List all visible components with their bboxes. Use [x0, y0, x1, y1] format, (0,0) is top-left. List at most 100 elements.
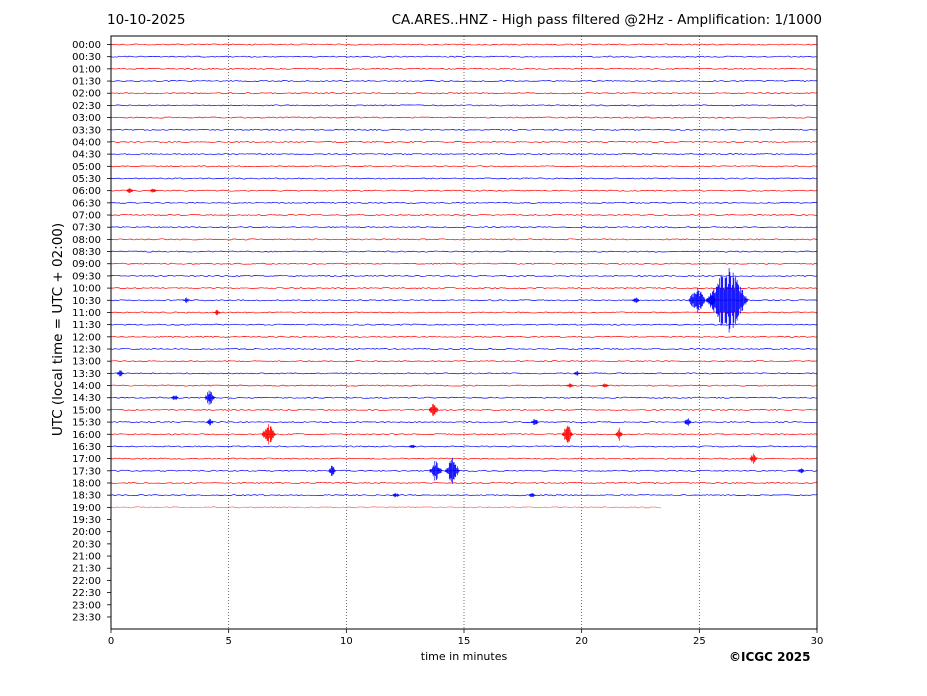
chart-title: CA.ARES..HNZ - High pass filtered @2Hz -…: [391, 12, 822, 28]
trace-line-0830: [110, 250, 818, 253]
trace-line-0600: [110, 189, 818, 192]
y-tick-label: 05:30: [72, 174, 101, 185]
event-burst-0600-0: [126, 188, 134, 193]
trace-line-0430: [110, 153, 818, 156]
trace-line-1700: [110, 457, 818, 460]
trace-line-1900: [110, 506, 662, 509]
event-burst-1030-2: [182, 297, 190, 303]
x-tick-label: 0: [108, 636, 114, 647]
trace-line-1830: [110, 494, 818, 497]
y-axis-label: UTC (local time = UTC + 02:00): [50, 223, 66, 436]
event-burst-1600-20: [615, 427, 623, 441]
y-tick-label: 06:30: [72, 198, 101, 209]
y-tick-label: 09:30: [72, 271, 101, 282]
trace-line-1200: [110, 335, 818, 338]
x-tick-label: 25: [693, 636, 706, 647]
y-tick-label: 15:00: [72, 405, 101, 416]
y-tick-label: 13:00: [72, 357, 101, 368]
trace-line-0530: [110, 177, 818, 180]
trace-line-0500: [110, 165, 818, 168]
trace-line-0630: [110, 201, 818, 204]
trace-line-1330: [110, 372, 818, 375]
event-burst-1030-6: [707, 268, 749, 333]
x-axis-label: time in minutes: [421, 650, 508, 663]
trace-line-0200: [110, 92, 818, 95]
trace-line-0000: [110, 43, 818, 46]
y-tick-label: 03:00: [72, 113, 101, 124]
seismic-events: [116, 188, 805, 498]
trace-line-1400: [110, 384, 818, 387]
event-burst-1030-3: [632, 297, 640, 303]
trace-line-1600: [110, 433, 818, 436]
y-tick-label: 21:00: [72, 552, 101, 563]
trace-line-0700: [110, 214, 818, 216]
event-burst-1030-4: [688, 287, 706, 313]
y-tick-label: 01:00: [72, 64, 101, 75]
y-tick-label: 14:00: [72, 381, 101, 392]
trace-line-1500: [110, 408, 818, 411]
event-burst-1830-27: [392, 493, 400, 498]
y-tick-label: 00:00: [72, 40, 101, 51]
gridlines: [228, 36, 700, 629]
x-axis-ticks: 0 5 10 15 20 25 30: [108, 629, 824, 647]
event-burst-1530-15: [206, 418, 214, 426]
event-burst-1600-19: [561, 425, 574, 444]
y-tick-label: 20:00: [72, 527, 101, 538]
y-tick-label: 22:30: [72, 588, 101, 599]
event-burst-1430-12: [170, 395, 179, 400]
y-tick-label: 03:30: [72, 125, 101, 136]
trace-line-0130: [110, 80, 818, 83]
y-tick-label: 11:00: [72, 308, 101, 319]
event-burst-1730-24: [429, 461, 443, 481]
trace-line-0730: [110, 226, 818, 229]
y-tick-label: 00:30: [72, 52, 101, 63]
event-burst-1730-23: [328, 465, 336, 476]
x-tick-label: 30: [811, 636, 824, 647]
y-tick-label: 08:30: [72, 247, 101, 258]
y-tick-label: 05:00: [72, 162, 101, 173]
trace-line-1630: [110, 445, 818, 448]
y-tick-label: 04:30: [72, 150, 101, 161]
y-tick-label: 12:30: [72, 345, 101, 356]
date-label: 10-10-2025: [107, 12, 186, 28]
event-burst-1430-13: [204, 390, 216, 405]
copyright-label: ©ICGC 2025: [729, 650, 811, 664]
y-tick-label: 02:30: [72, 101, 101, 112]
y-tick-label: 08:00: [72, 235, 101, 246]
event-burst-1830-28: [528, 493, 536, 497]
trace-line-1800: [110, 482, 818, 484]
trace-line-0800: [110, 238, 818, 241]
y-tick-label: 18:00: [72, 478, 101, 489]
trace-lines: [110, 43, 818, 509]
trace-line-0030: [110, 55, 818, 58]
y-tick-label: 06:00: [72, 186, 101, 197]
y-tick-label: 04:00: [72, 137, 101, 148]
event-burst-1100-7: [213, 309, 221, 316]
trace-line-1000: [110, 287, 818, 290]
x-tick-label: 15: [458, 636, 471, 647]
event-burst-1330-9: [573, 371, 581, 376]
y-tick-label: 07:00: [72, 211, 101, 222]
y-tick-label: 16:30: [72, 442, 101, 453]
y-tick-label: 20:30: [72, 539, 101, 550]
y-tick-label: 10:30: [72, 296, 101, 307]
y-tick-label: 14:30: [72, 393, 101, 404]
y-tick-label: 17:00: [72, 454, 101, 465]
y-tick-label: 22:00: [72, 576, 101, 587]
y-tick-label: 23:00: [72, 600, 101, 611]
y-tick-label: 16:00: [72, 430, 101, 441]
trace-line-1300: [110, 360, 818, 363]
y-tick-label: 02:00: [72, 89, 101, 100]
x-tick-label: 5: [225, 636, 231, 647]
trace-line-0300: [110, 116, 818, 119]
y-tick-label: 18:30: [72, 491, 101, 502]
event-burst-1500-14: [428, 403, 439, 417]
y-tick-label: 07:30: [72, 223, 101, 234]
trace-line-0900: [110, 262, 818, 265]
event-burst-1730-25: [444, 457, 461, 484]
y-tick-label: 11:30: [72, 320, 101, 331]
x-tick-label: 20: [575, 636, 588, 647]
y-tick-label: 17:30: [72, 466, 101, 477]
